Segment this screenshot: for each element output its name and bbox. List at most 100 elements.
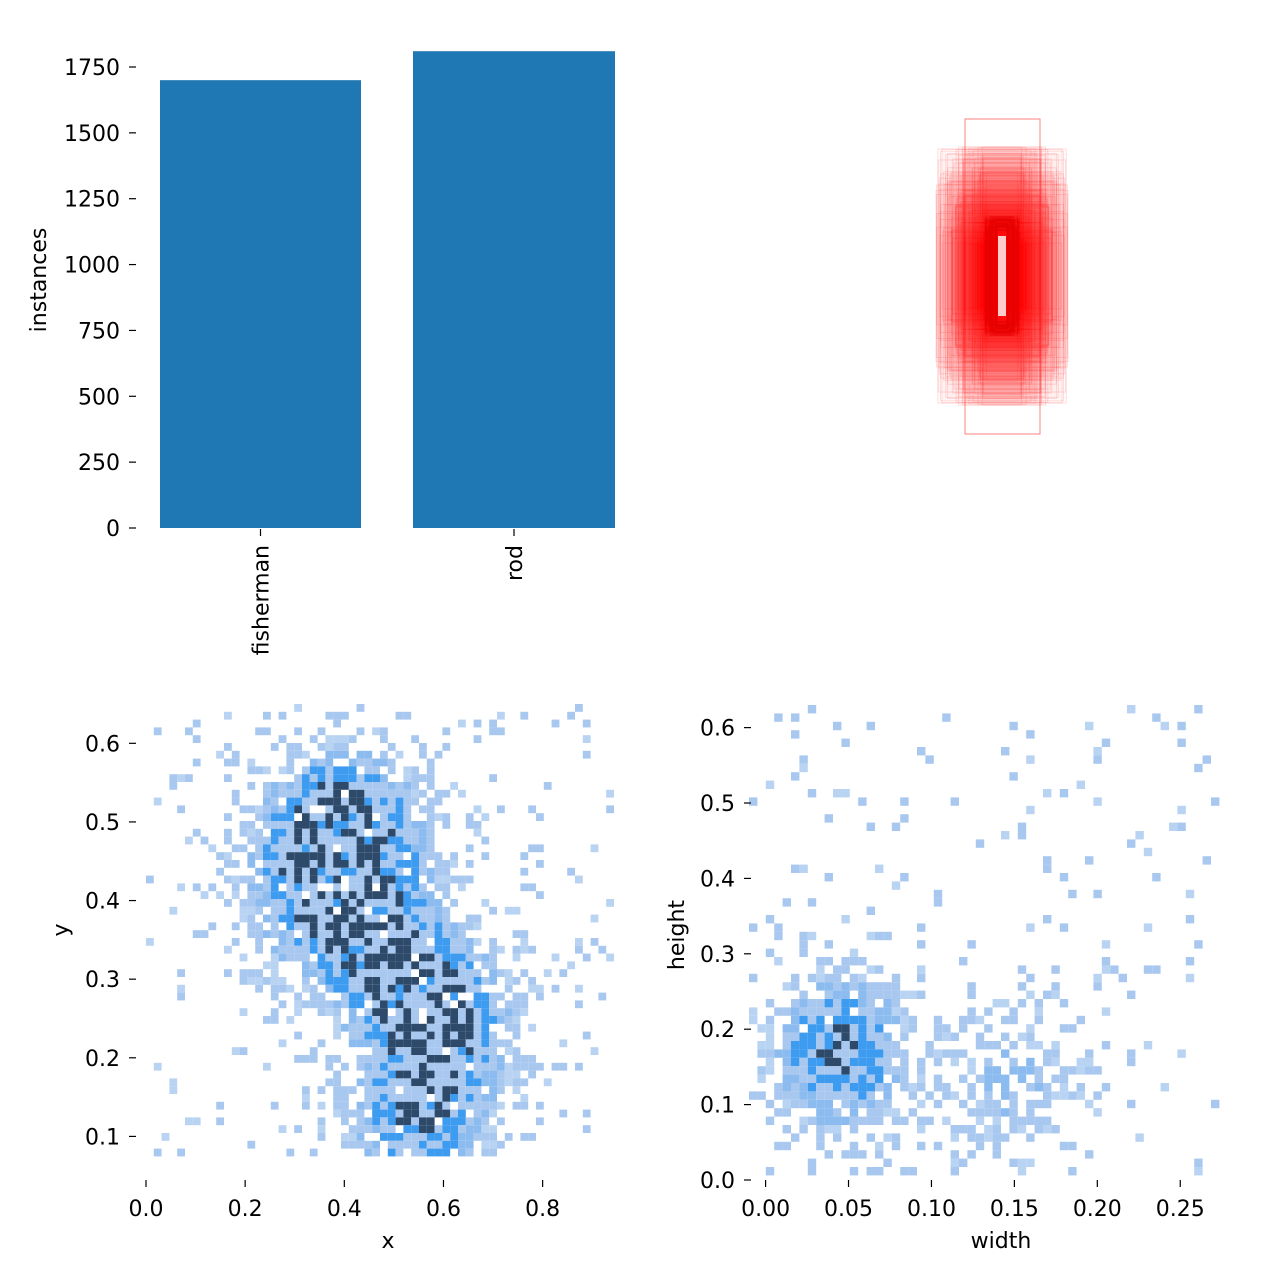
heatmap-cell: [286, 743, 295, 751]
heatmap-cell: [992, 1066, 1001, 1075]
heatmap-cell: [333, 1070, 341, 1079]
heatmap-cell: [575, 875, 583, 884]
heatmap-cell: [520, 1094, 529, 1102]
heatmap-cell: [1059, 873, 1069, 882]
heatmap-cell: [1076, 1083, 1085, 1092]
heatmap-cell: [278, 789, 287, 798]
heatmap-cell: [434, 1070, 443, 1079]
heatmap-cell: [364, 992, 373, 1001]
heatmap-cell: [489, 945, 497, 954]
heatmap-cell: [395, 836, 404, 845]
heatmap-cell: [364, 774, 373, 782]
heatmap-cell: [411, 836, 419, 845]
heatmap-cell: [489, 1078, 497, 1087]
heatmap-ytick-label: 0.6: [700, 717, 735, 742]
heatmap-cell: [270, 860, 279, 868]
heatmap-cell: [434, 1062, 443, 1071]
heatmap-cell: [833, 973, 842, 983]
heatmap-cell: [891, 881, 901, 890]
heatmap-cell: [263, 860, 271, 868]
heatmap-cell: [395, 883, 404, 892]
heatmap-cell: [975, 1041, 985, 1050]
heatmap-cell: [286, 899, 295, 907]
heatmap-cell: [231, 883, 240, 892]
heatmap-cell: [177, 805, 185, 814]
box-outline: [972, 209, 1032, 343]
heatmap-cell: [925, 1049, 934, 1058]
heatmap-cell: [239, 906, 248, 915]
heatmap-cell: [967, 940, 976, 949]
heatmap-cell: [294, 906, 302, 915]
heatmap-cell: [341, 938, 349, 946]
heatmap-cell: [1026, 1099, 1035, 1109]
heatmap-cell: [426, 1008, 435, 1016]
heatmap-cell: [411, 1078, 419, 1087]
box-outline: [979, 206, 1025, 346]
box-outline: [946, 180, 1058, 372]
heatmap-cell: [465, 1148, 474, 1157]
box-outline: [973, 157, 1031, 395]
heatmap-cell: [419, 750, 427, 759]
heatmap-cell: [816, 1141, 825, 1151]
box-outline: [990, 230, 1014, 322]
heatmap-cell: [774, 1091, 783, 1100]
heatmap-cell: [419, 805, 427, 814]
heatmap-cell: [816, 1057, 825, 1067]
heatmap-cell: [841, 1007, 850, 1016]
heatmap-cell: [387, 867, 396, 876]
heatmap-cell: [807, 1083, 817, 1092]
heatmap-cell: [816, 1108, 825, 1117]
heatmap-cell: [263, 789, 271, 798]
heatmap-cell: [458, 961, 466, 970]
heatmap-cell: [473, 1094, 482, 1102]
heatmap-cell: [356, 930, 365, 938]
heatmap-cell: [372, 727, 380, 736]
heatmap-cell: [239, 1047, 248, 1055]
heatmap-cell: [458, 1062, 466, 1071]
heatmap-cell: [1043, 1116, 1052, 1125]
box-outline: [978, 168, 1026, 384]
heatmap-cell: [387, 1047, 396, 1055]
heatmap-cell: [372, 1062, 380, 1071]
heatmap-cell: [473, 984, 482, 993]
heatmap-cell: [1127, 705, 1136, 714]
heatmap-cell: [255, 969, 263, 977]
heatmap-cell: [231, 797, 240, 806]
heatmap-cell: [380, 961, 388, 970]
heatmap-ytick-label: 0.2: [85, 1047, 120, 1072]
heatmap-cell: [442, 875, 451, 884]
heatmap-cell: [520, 1055, 529, 1063]
heatmap-cell: [333, 914, 341, 923]
heatmap-cell: [426, 797, 435, 806]
heatmap-cell: [450, 1117, 458, 1126]
heatmap-cell: [824, 1091, 833, 1100]
heatmap-cell: [364, 1070, 373, 1079]
heatmap-cell: [146, 875, 154, 884]
heatmap-cell: [512, 1086, 521, 1094]
heatmap-cell: [833, 1007, 842, 1016]
heatmap-cell: [575, 938, 583, 946]
heatmap-cell: [1034, 1015, 1043, 1025]
heatmap-cell: [799, 999, 808, 1008]
heatmap-cell: [263, 914, 271, 923]
heatmap-cell: [263, 821, 271, 829]
heatmap-cell: [325, 945, 334, 954]
heatmap-cell: [528, 1023, 536, 1032]
heatmap-cell: [317, 766, 326, 775]
heatmap-cell: [450, 1023, 458, 1032]
heatmap-cell: [434, 852, 443, 860]
heatmap-cell: [512, 945, 521, 954]
heatmap-cell: [380, 969, 388, 977]
box-outline: [995, 225, 1009, 327]
heatmap-cell: [278, 711, 287, 720]
heatmap-cell: [582, 719, 591, 728]
heatmap-cell: [348, 758, 357, 767]
heatmap-cell: [403, 1133, 412, 1141]
box-outline: [947, 181, 1057, 371]
heatmap-cell: [504, 1133, 513, 1141]
heatmap-cell: [387, 899, 396, 907]
heatmap-cell: [263, 797, 271, 806]
heatmap-cell: [395, 977, 404, 985]
heatmap-cell: [364, 1086, 373, 1094]
heatmap-cell: [255, 945, 263, 954]
